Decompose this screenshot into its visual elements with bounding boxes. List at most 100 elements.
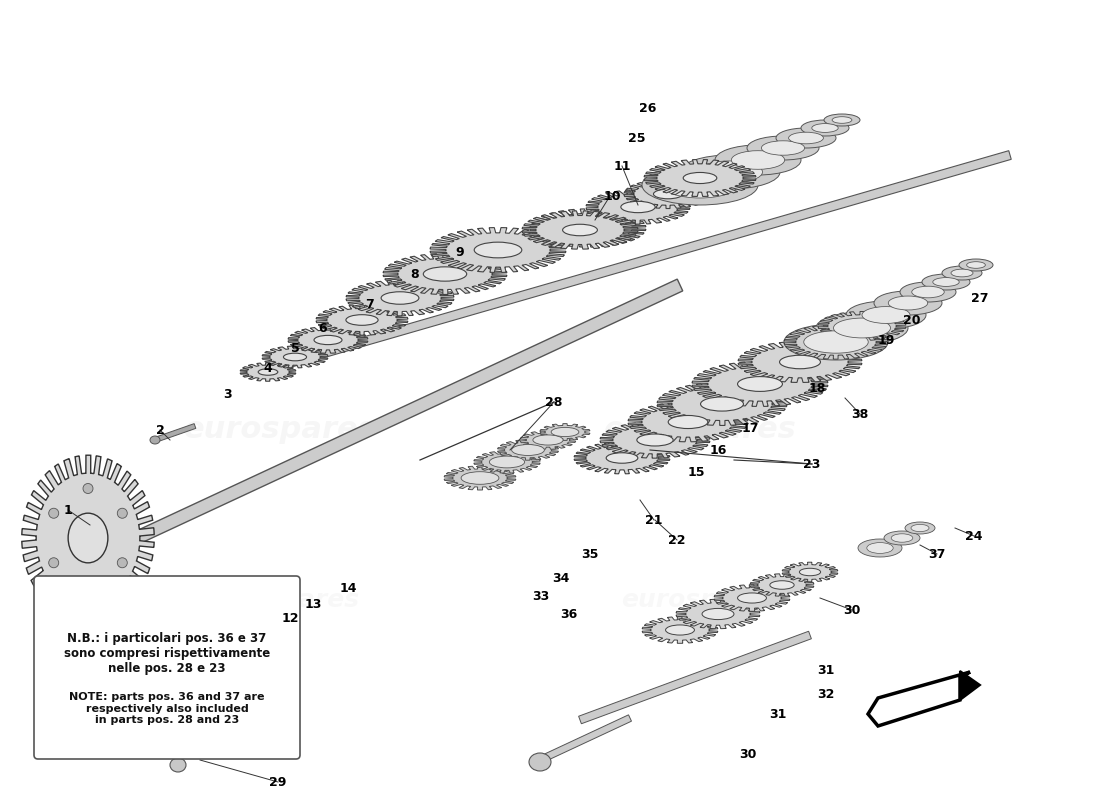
Ellipse shape	[874, 291, 942, 315]
Polygon shape	[530, 209, 646, 247]
Circle shape	[118, 508, 128, 518]
Polygon shape	[818, 311, 906, 341]
Ellipse shape	[680, 155, 780, 189]
Ellipse shape	[824, 114, 860, 126]
Ellipse shape	[884, 531, 920, 545]
Polygon shape	[430, 227, 565, 273]
Ellipse shape	[747, 136, 820, 160]
Polygon shape	[624, 179, 712, 209]
Circle shape	[48, 508, 58, 518]
Ellipse shape	[662, 172, 738, 198]
Ellipse shape	[345, 314, 378, 326]
Text: 25: 25	[628, 131, 646, 145]
Circle shape	[228, 663, 238, 673]
Ellipse shape	[812, 123, 838, 132]
Polygon shape	[540, 424, 590, 440]
Polygon shape	[868, 672, 970, 726]
Ellipse shape	[474, 242, 521, 258]
Text: 12: 12	[282, 611, 299, 625]
Ellipse shape	[284, 353, 307, 361]
Text: 20: 20	[903, 314, 921, 326]
Polygon shape	[960, 671, 980, 700]
Ellipse shape	[461, 472, 499, 484]
Ellipse shape	[967, 262, 986, 268]
Polygon shape	[586, 190, 690, 224]
Text: 23: 23	[803, 458, 821, 470]
Text: 15: 15	[688, 466, 705, 478]
Text: 4: 4	[264, 362, 273, 374]
Polygon shape	[288, 327, 367, 353]
Text: 27: 27	[971, 291, 989, 305]
Text: 32: 32	[817, 689, 835, 702]
Text: 6: 6	[319, 322, 328, 334]
Ellipse shape	[801, 120, 849, 136]
Ellipse shape	[569, 222, 607, 234]
Text: 7: 7	[365, 298, 374, 310]
Text: 19: 19	[878, 334, 894, 346]
Text: eurospares: eurospares	[604, 415, 796, 445]
Ellipse shape	[637, 434, 673, 446]
Polygon shape	[346, 280, 454, 316]
Polygon shape	[657, 382, 786, 426]
Polygon shape	[601, 422, 710, 458]
Polygon shape	[474, 451, 540, 473]
Ellipse shape	[551, 427, 579, 437]
Polygon shape	[714, 585, 790, 611]
Polygon shape	[316, 305, 408, 335]
Text: 34: 34	[552, 571, 570, 585]
Ellipse shape	[738, 593, 767, 603]
Text: 13: 13	[305, 598, 321, 610]
Ellipse shape	[126, 645, 210, 691]
Text: 5: 5	[290, 342, 299, 354]
Ellipse shape	[683, 173, 717, 183]
Circle shape	[48, 558, 58, 568]
Text: 31: 31	[817, 663, 835, 677]
Ellipse shape	[172, 711, 184, 722]
Circle shape	[131, 632, 141, 642]
Polygon shape	[782, 562, 838, 582]
Text: 18: 18	[808, 382, 826, 394]
Ellipse shape	[715, 145, 801, 175]
Text: 28: 28	[546, 395, 563, 409]
Circle shape	[82, 582, 94, 593]
Text: 33: 33	[532, 590, 550, 602]
Text: 17: 17	[741, 422, 759, 434]
Polygon shape	[22, 455, 154, 621]
Polygon shape	[97, 279, 683, 561]
Ellipse shape	[314, 335, 342, 345]
Circle shape	[196, 632, 206, 642]
Text: 29: 29	[270, 775, 287, 789]
Polygon shape	[522, 211, 638, 249]
Text: 2: 2	[155, 423, 164, 437]
Ellipse shape	[952, 269, 974, 277]
Polygon shape	[628, 402, 748, 442]
Polygon shape	[520, 430, 575, 450]
Ellipse shape	[891, 534, 913, 542]
Ellipse shape	[784, 324, 888, 360]
Ellipse shape	[532, 435, 563, 445]
Polygon shape	[642, 617, 718, 643]
Ellipse shape	[606, 453, 638, 463]
Polygon shape	[676, 599, 760, 629]
Polygon shape	[574, 442, 670, 474]
Ellipse shape	[150, 436, 160, 444]
Ellipse shape	[642, 165, 758, 205]
Ellipse shape	[867, 542, 893, 554]
Ellipse shape	[529, 753, 551, 771]
Text: 10: 10	[603, 190, 620, 202]
Ellipse shape	[562, 224, 597, 236]
Ellipse shape	[381, 292, 419, 304]
Ellipse shape	[858, 539, 902, 557]
Ellipse shape	[668, 415, 707, 429]
Ellipse shape	[832, 117, 851, 123]
Ellipse shape	[776, 128, 836, 148]
Ellipse shape	[800, 568, 821, 576]
Polygon shape	[68, 614, 268, 722]
Text: 16: 16	[710, 443, 727, 457]
Polygon shape	[264, 150, 1011, 374]
Ellipse shape	[770, 581, 794, 590]
Ellipse shape	[653, 190, 682, 198]
Polygon shape	[262, 346, 328, 368]
Polygon shape	[645, 159, 756, 197]
Text: N.B.: i particolari pos. 36 e 37
sono compresi rispettivamente
nelle pos. 28 e 2: N.B.: i particolari pos. 36 e 37 sono co…	[64, 632, 271, 675]
